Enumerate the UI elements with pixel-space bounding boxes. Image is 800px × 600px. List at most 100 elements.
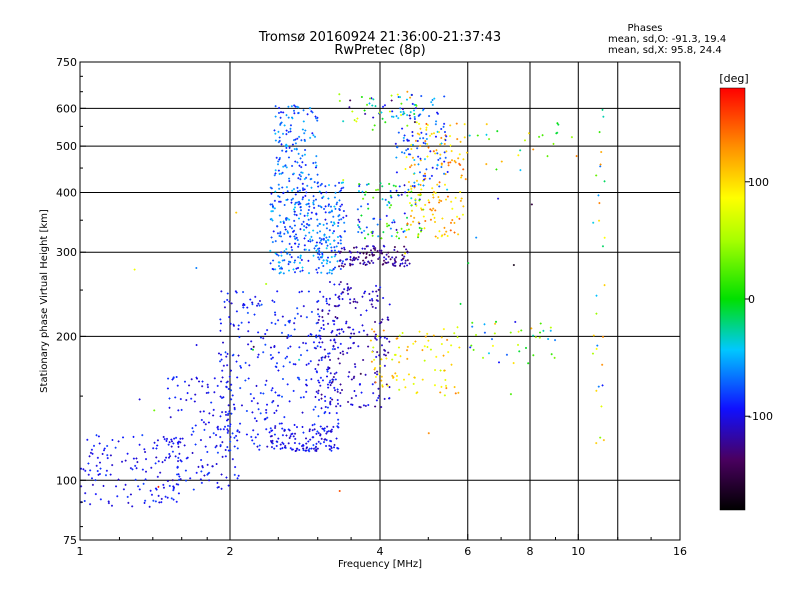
scatter-point xyxy=(206,463,209,466)
scatter-point xyxy=(388,397,391,400)
scatter-point xyxy=(361,247,364,250)
scatter-point xyxy=(292,188,295,191)
scatter-point xyxy=(277,265,280,268)
scatter-point xyxy=(419,113,422,116)
scatter-point xyxy=(291,248,294,251)
scatter-point xyxy=(277,183,280,186)
scatter-point xyxy=(433,97,436,100)
scatter-point xyxy=(427,146,430,149)
x-tick-label: 2 xyxy=(227,545,234,558)
scatter-point xyxy=(251,301,254,304)
scatter-point xyxy=(357,224,360,227)
scatter-point xyxy=(439,153,442,156)
scatter-point xyxy=(252,397,255,400)
scatter-point xyxy=(446,188,449,191)
scatter-point xyxy=(275,156,278,159)
scatter-point xyxy=(317,392,320,395)
scatter-point xyxy=(225,355,228,358)
scatter-point xyxy=(301,182,304,185)
scatter-point xyxy=(316,252,319,255)
scatter-point xyxy=(462,158,465,161)
scatter-point xyxy=(348,106,351,109)
scatter-point xyxy=(318,398,321,401)
scatter-point xyxy=(380,379,383,382)
scatter-point xyxy=(333,443,336,446)
scatter-point xyxy=(446,338,449,341)
scatter-point xyxy=(317,363,320,366)
scatter-point xyxy=(97,435,100,438)
scatter-point xyxy=(325,227,328,230)
scatter-point xyxy=(162,435,165,438)
scatter-point xyxy=(338,362,341,365)
scatter-point xyxy=(371,383,374,386)
scatter-point xyxy=(404,259,407,262)
scatter-point xyxy=(307,334,310,337)
scatter-point xyxy=(312,444,315,447)
scatter-point xyxy=(322,195,325,198)
scatter-point xyxy=(262,337,265,340)
scatter-point xyxy=(277,160,280,163)
scatter-point xyxy=(301,411,304,414)
scatter-point xyxy=(443,183,446,186)
scatter-point xyxy=(413,115,416,118)
scatter-point xyxy=(444,156,447,159)
scatter-point xyxy=(312,162,315,165)
scatter-point xyxy=(143,448,146,451)
scatter-point xyxy=(309,107,312,110)
scatter-point xyxy=(387,224,390,227)
scatter-point xyxy=(293,322,296,325)
scatter-point xyxy=(403,134,406,137)
scatter-point xyxy=(189,477,192,480)
scatter-point xyxy=(195,344,198,347)
scatter-point xyxy=(285,186,288,189)
scatter-point xyxy=(159,471,162,474)
scatter-point xyxy=(334,305,337,308)
scatter-point xyxy=(235,310,238,313)
scatter-point xyxy=(459,163,462,166)
scatter-point xyxy=(299,354,302,357)
scatter-point xyxy=(276,163,279,166)
scatter-point xyxy=(195,471,198,474)
scatter-point xyxy=(236,447,239,450)
scatter-point xyxy=(342,186,345,189)
scatter-point xyxy=(405,149,408,152)
scatter-point xyxy=(387,318,390,321)
scatter-point xyxy=(236,376,239,379)
scatter-point xyxy=(400,151,403,154)
scatter-point xyxy=(347,286,350,289)
scatter-point xyxy=(213,391,216,394)
scatter-point xyxy=(282,365,285,368)
scatter-point xyxy=(229,423,232,426)
scatter-point xyxy=(292,363,295,366)
scatter-point xyxy=(232,353,235,356)
scatter-point xyxy=(290,149,293,152)
scatter-point xyxy=(373,217,376,220)
scatter-point xyxy=(419,157,422,160)
scatter-point xyxy=(141,468,144,471)
scatter-point xyxy=(257,408,260,411)
scatter-point xyxy=(318,258,321,261)
scatter-point xyxy=(411,156,414,159)
scatter-point xyxy=(330,430,333,433)
scatter-point xyxy=(303,188,306,191)
scatter-point xyxy=(305,363,308,366)
scatter-point xyxy=(231,394,234,397)
scatter-point xyxy=(281,447,284,450)
scatter-point xyxy=(177,460,180,463)
scatter-point xyxy=(295,449,298,452)
scatter-point xyxy=(312,436,315,439)
x-tick-label: 16 xyxy=(673,545,687,558)
scatter-point xyxy=(390,196,393,199)
scatter-point xyxy=(290,201,293,204)
scatter-point xyxy=(413,216,416,219)
scatter-point xyxy=(298,291,301,294)
scatter-point xyxy=(335,334,338,337)
scatter-point xyxy=(202,410,205,413)
scatter-point xyxy=(297,243,300,246)
scatter-point xyxy=(317,308,320,311)
scatter-point xyxy=(397,131,400,134)
scatter-point xyxy=(345,214,348,217)
scatter-point xyxy=(271,299,274,302)
scatter-point xyxy=(379,286,382,289)
scatter-point xyxy=(298,261,301,264)
